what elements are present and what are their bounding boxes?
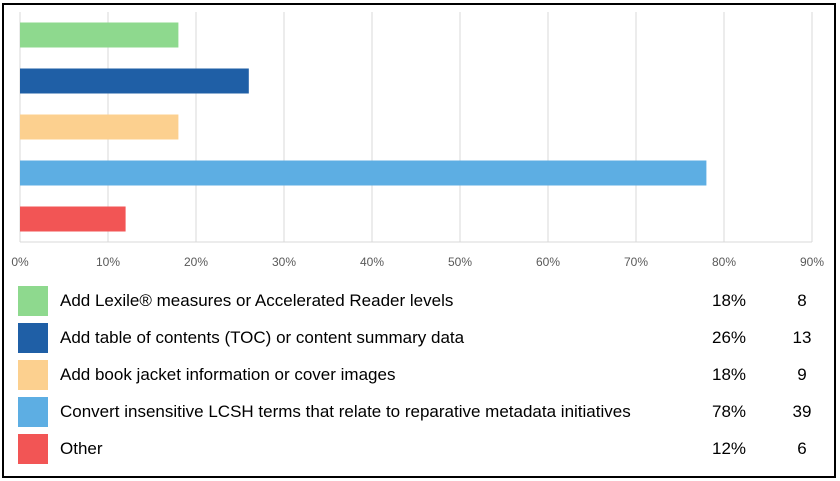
legend-row: Add table of contents (TOC) or content s… [18, 323, 828, 353]
legend-row: Add Lexile® measures or Accelerated Read… [18, 286, 828, 316]
bar-chart: 0% 10% 20% 30% 40% 50% 60% 70% 80% 90% [11, 12, 824, 269]
bar [20, 114, 179, 140]
x-tick-label: 50% [448, 255, 472, 269]
bar [20, 160, 707, 186]
legend-label: Convert insensitive LCSH terms that rela… [60, 402, 631, 421]
legend-swatch [18, 286, 48, 316]
x-tick-label: 30% [272, 255, 296, 269]
x-tick-label: 0% [11, 255, 29, 269]
legend-percent: 18% [711, 291, 747, 310]
legend-percent: 18% [711, 365, 747, 384]
legend-swatch [18, 434, 48, 464]
legend-label: Add table of contents (TOC) or content s… [60, 328, 465, 347]
legend-count: 6 [797, 439, 807, 458]
legend-swatch [18, 397, 48, 427]
legend-count: 8 [797, 291, 807, 310]
x-tick-label: 90% [800, 255, 824, 269]
legend-percent: 12% [711, 439, 747, 458]
legend-label: Add book jacket information or cover ima… [60, 365, 396, 384]
x-tick-label: 80% [712, 255, 736, 269]
legend-label: Add Lexile® measures or Accelerated Read… [60, 291, 454, 310]
bar [20, 206, 126, 232]
x-tick-label: 70% [624, 255, 648, 269]
bar [20, 22, 179, 48]
legend-count: 9 [797, 365, 807, 384]
legend-row: Other 12% 6 [18, 434, 828, 464]
x-tick-label: 40% [360, 255, 384, 269]
legend-swatch [18, 360, 48, 390]
legend-swatch [18, 323, 48, 353]
legend-count: 39 [792, 402, 812, 421]
x-tick-label: 10% [96, 255, 120, 269]
legend-row: Add book jacket information or cover ima… [18, 360, 828, 390]
x-tick-label: 60% [536, 255, 560, 269]
legend-row: Convert insensitive LCSH terms that rela… [18, 397, 828, 427]
legend-percent: 26% [711, 328, 747, 347]
legend-percent: 78% [711, 402, 747, 421]
bar [20, 68, 249, 94]
x-tick-label: 20% [184, 255, 208, 269]
legend-count: 13 [792, 328, 812, 347]
legend-label: Other [60, 439, 103, 458]
